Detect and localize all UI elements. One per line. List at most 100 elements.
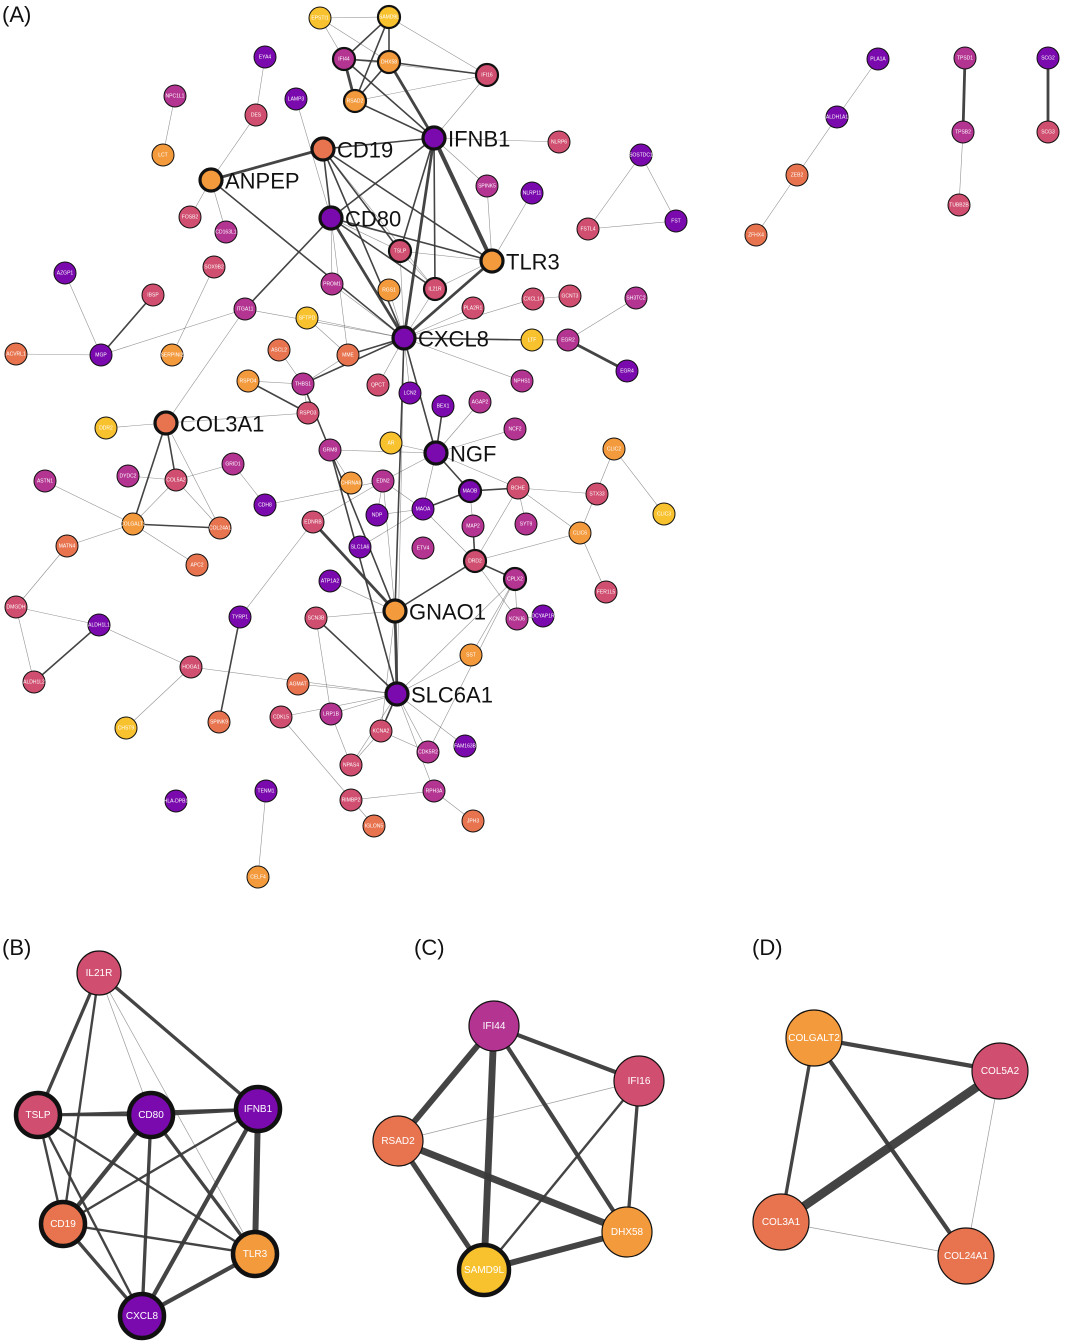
node-gcnt3[interactable]: GCNT3 xyxy=(558,284,582,308)
node-pla2r1[interactable]: PLA2R1 xyxy=(461,296,485,320)
node-circle[interactable] xyxy=(558,284,582,308)
node-pla1a[interactable]: PLA1A xyxy=(866,47,890,71)
node-colgalt2[interactable]: COLGALT2 xyxy=(785,1009,843,1067)
node-mme[interactable]: MME xyxy=(336,343,360,367)
node-circle[interactable] xyxy=(461,514,485,538)
node-circle[interactable] xyxy=(253,493,277,517)
node-circle[interactable] xyxy=(116,464,140,488)
node-circle[interactable] xyxy=(185,553,209,577)
node-sftpd[interactable]: SFTPD xyxy=(295,306,319,330)
node-circle[interactable] xyxy=(284,87,308,111)
node-circle[interactable] xyxy=(208,516,232,540)
node-cd163l1[interactable]: CD163L1 xyxy=(214,220,238,244)
node-ifi44[interactable]: IFI44 xyxy=(468,1000,520,1052)
node-bche[interactable]: BCHE xyxy=(506,476,530,500)
node-zfhx4[interactable]: ZFHX4 xyxy=(744,223,768,247)
node-atp1a2[interactable]: ATP1A2 xyxy=(318,569,342,593)
node-fst[interactable]: FST xyxy=(664,209,688,233)
node-map2[interactable]: MAP2 xyxy=(461,514,485,538)
node-maoa[interactable]: MAOA xyxy=(411,497,435,521)
node-circle[interactable] xyxy=(236,369,260,393)
node-cd80[interactable]: CD80 xyxy=(318,205,401,232)
node-circle[interactable] xyxy=(348,535,372,559)
node-ddr2[interactable]: DDR2 xyxy=(94,416,118,440)
node-circle[interactable] xyxy=(431,394,455,418)
node-agmat[interactable]: AGMAT xyxy=(286,672,310,696)
node-circle[interactable] xyxy=(4,595,28,619)
node-circle[interactable] xyxy=(531,604,555,628)
node-bex1[interactable]: BEX1 xyxy=(431,394,455,418)
node-ifnb1[interactable]: IFNB1 xyxy=(421,125,510,152)
node-circle[interactable] xyxy=(179,655,203,679)
node-circle[interactable] xyxy=(319,702,343,726)
node-circle[interactable] xyxy=(652,502,676,526)
node-circle[interactable] xyxy=(568,521,592,545)
node-sst[interactable]: SST xyxy=(459,643,483,667)
node-kcnj6[interactable]: KCNJ6 xyxy=(505,607,529,631)
node-rspo3[interactable]: RSPO3 xyxy=(296,401,320,425)
node-col3a1[interactable]: COL3A1 xyxy=(752,1193,810,1251)
node-nlrp11[interactable]: NLRP11 xyxy=(520,181,544,205)
node-circle[interactable] xyxy=(362,814,386,838)
node-tpsb2[interactable]: TPSB2 xyxy=(951,120,975,144)
node-circle[interactable] xyxy=(117,1291,167,1341)
node-lcn2[interactable]: LCN2 xyxy=(398,381,422,405)
node-circle[interactable] xyxy=(615,359,639,383)
node-des[interactable]: DES xyxy=(244,103,268,127)
node-circle[interactable] xyxy=(121,512,145,536)
node-circle[interactable] xyxy=(468,1000,520,1052)
node-circle[interactable] xyxy=(339,753,363,777)
node-circle[interactable] xyxy=(382,598,408,624)
node-aldh1a1[interactable]: ALDH1A1 xyxy=(825,105,849,129)
node-circle[interactable] xyxy=(369,719,393,743)
node-slc1a6[interactable]: SLC1A6 xyxy=(348,535,372,559)
node-acvrl1[interactable]: ACVRL1 xyxy=(4,342,28,366)
node-fosb2[interactable]: FOSB2 xyxy=(178,205,202,229)
node-circle[interactable] xyxy=(53,261,77,285)
node-circle[interactable] xyxy=(214,220,238,244)
node-sox9b2[interactable]: SOX9B2 xyxy=(202,255,226,279)
node-chst9[interactable]: CHST9 xyxy=(114,716,138,740)
node-circle[interactable] xyxy=(94,416,118,440)
node-colgalt2[interactable]: COLGALT2 xyxy=(120,512,146,536)
node-circle[interactable] xyxy=(461,809,485,833)
node-ednrb[interactable]: EDNRB xyxy=(301,510,325,534)
node-circle[interactable] xyxy=(339,788,363,812)
node-circle[interactable] xyxy=(291,372,315,396)
node-circle[interactable] xyxy=(461,296,485,320)
node-ar[interactable]: AR xyxy=(379,431,403,455)
node-circle[interactable] xyxy=(947,193,971,217)
node-fam163b[interactable]: FAM163B xyxy=(453,734,477,758)
node-circle[interactable] xyxy=(318,205,344,231)
node-circle[interactable] xyxy=(301,510,325,534)
node-egr2[interactable]: EGR2 xyxy=(556,328,580,352)
node-syt9[interactable]: SYT9 xyxy=(514,512,538,536)
node-circle[interactable] xyxy=(376,49,402,75)
node-circle[interactable] xyxy=(87,613,111,637)
node-circle[interactable] xyxy=(295,306,319,330)
node-circle[interactable] xyxy=(1036,120,1060,144)
node-clic2[interactable]: CLIC2 xyxy=(602,437,626,461)
node-npc1l1[interactable]: NPC1L1 xyxy=(163,84,187,108)
node-cxcl14[interactable]: CXCL14 xyxy=(521,287,545,311)
node-circle[interactable] xyxy=(387,238,413,264)
node-tlr3[interactable]: TLR3 xyxy=(479,248,560,275)
node-thbs1[interactable]: THBS1 xyxy=(291,372,315,396)
node-prom1[interactable]: PROM1 xyxy=(320,272,344,296)
node-circle[interactable] xyxy=(164,789,188,813)
node-dhx58[interactable]: DHX58 xyxy=(376,49,402,75)
node-circle[interactable] xyxy=(320,272,344,296)
node-rsad2[interactable]: RSAD2 xyxy=(342,88,368,114)
node-circle[interactable] xyxy=(198,167,224,193)
node-rgs1[interactable]: RGS1 xyxy=(377,278,401,302)
node-circle[interactable] xyxy=(594,580,618,604)
node-circle[interactable] xyxy=(391,325,417,351)
node-circle[interactable] xyxy=(342,88,368,114)
node-agap2[interactable]: AGAP2 xyxy=(468,390,492,414)
node-circle[interactable] xyxy=(308,6,332,30)
node-circle[interactable] xyxy=(547,130,571,154)
node-chrna6[interactable]: CHRNA6 xyxy=(339,471,363,495)
node-circle[interactable] xyxy=(520,181,544,205)
node-circle[interactable] xyxy=(246,865,270,889)
node-col5a2[interactable]: COL5A2 xyxy=(164,468,188,492)
